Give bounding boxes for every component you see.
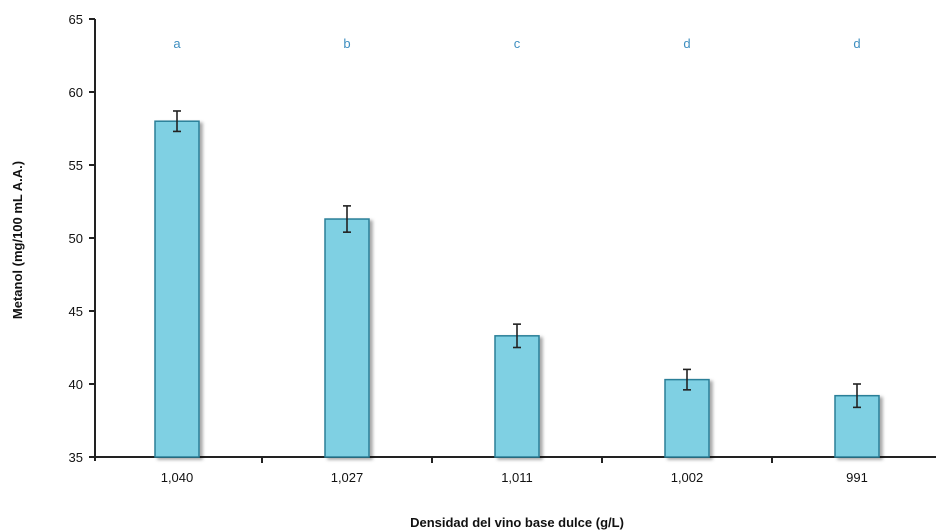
y-tick-label: 50 [69,231,83,246]
group-letter: d [853,36,860,51]
tick-labels: 35 40 45 50 55 60 65 1,040 1,027 1,011 1,002 991 [69,12,868,485]
y-tick-label: 35 [69,450,83,465]
x-tick-label: 1,002 [671,470,704,485]
bar [834,394,880,458]
y-tick-label: 55 [69,158,83,173]
bar [664,378,710,458]
bars [154,120,880,458]
y-tick-label: 65 [69,12,83,27]
x-tick-label: 991 [846,470,868,485]
bar [324,218,370,458]
y-tick-label: 40 [69,377,83,392]
bar [494,335,540,458]
group-letter: d [683,36,690,51]
group-letter: a [173,36,181,51]
bar [154,120,200,458]
x-tick-label: 1,040 [161,470,194,485]
y-tick-label: 45 [69,304,83,319]
y-tick-label: 60 [69,85,83,100]
error-bars [173,110,861,409]
y-axis-title: Metanol (mg/100 mL A.A.) [10,161,25,319]
x-axis-title: Densidad del vino base dulce (g/L) [410,515,624,530]
x-tick-label: 1,027 [331,470,364,485]
x-tick-label: 1,011 [501,470,533,485]
group-letter: c [514,36,521,51]
group-letter: b [343,36,350,51]
